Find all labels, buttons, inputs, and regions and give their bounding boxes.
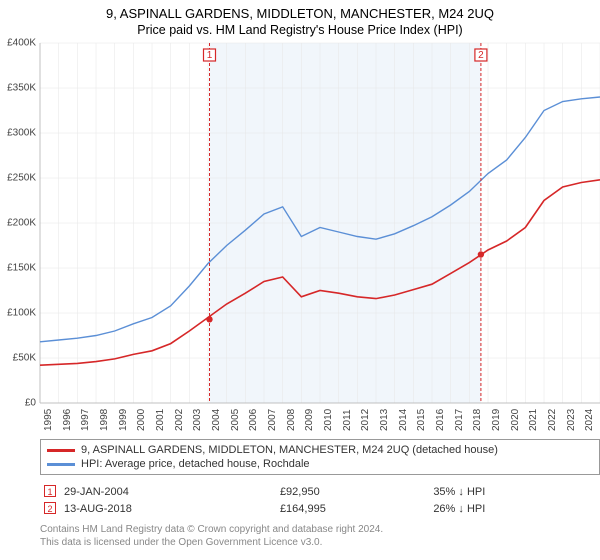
legend-row: 9, ASPINALL GARDENS, MIDDLETON, MANCHEST… [47,443,593,457]
y-tick-label: £300K [7,128,36,139]
table-row: 2 13-AUG-2018 £164,995 26% ↓ HPI [40,500,600,517]
x-tick-label: 2012 [360,409,371,431]
legend-label: HPI: Average price, detached house, Roch… [81,458,310,470]
txn-date: 29-JAN-2004 [60,483,276,500]
x-tick-label: 2022 [547,409,558,431]
txn-price: £164,995 [276,500,429,517]
y-tick-label: £0 [25,398,36,409]
x-tick-label: 1995 [43,409,54,431]
plot-area: £0£50K£100K£150K£200K£250K£300K£350K£400… [40,43,600,403]
x-tick-label: 2006 [248,409,259,431]
txn-delta: 26% ↓ HPI [429,500,600,517]
x-tick-label: 2018 [472,409,483,431]
table-row: 1 29-JAN-2004 £92,950 35% ↓ HPI [40,483,600,500]
y-tick-label: £150K [7,263,36,274]
x-tick-label: 2009 [304,409,315,431]
x-tick-label: 1999 [118,409,129,431]
legend-row: HPI: Average price, detached house, Roch… [47,457,593,471]
x-tick-label: 2008 [286,409,297,431]
x-tick-label: 2013 [379,409,390,431]
x-tick-label: 2024 [584,409,595,431]
txn-marker-icon: 2 [44,502,56,514]
x-tick-label: 2019 [491,409,502,431]
txn-marker-icon: 1 [44,485,56,497]
chart-title: 9, ASPINALL GARDENS, MIDDLETON, MANCHEST… [0,0,600,21]
x-tick-label: 1996 [62,409,73,431]
legend-swatch [47,449,75,452]
svg-text:2: 2 [478,50,484,61]
x-tick-label: 2021 [528,409,539,431]
x-tick-label: 2002 [174,409,185,431]
x-tick-label: 1998 [99,409,110,431]
chart-container: 9, ASPINALL GARDENS, MIDDLETON, MANCHEST… [0,0,600,549]
svg-text:1: 1 [207,50,213,61]
plot-svg: 12 [40,43,600,403]
y-tick-label: £100K [7,308,36,319]
y-tick-label: £250K [7,173,36,184]
x-tick-label: 2016 [435,409,446,431]
txn-delta: 35% ↓ HPI [429,483,600,500]
x-tick-label: 2001 [155,409,166,431]
x-tick-label: 2007 [267,409,278,431]
y-axis: £0£50K£100K£150K£200K£250K£300K£350K£400… [0,43,40,403]
x-tick-label: 1997 [80,409,91,431]
x-tick-label: 2015 [416,409,427,431]
footnote-line: This data is licensed under the Open Gov… [40,536,600,549]
x-axis: 1995 1996 1997 1998 1999 2000 2001 2002 2003 2004… [40,403,600,433]
transaction-table: 1 29-JAN-2004 £92,950 35% ↓ HPI 2 13-AUG… [40,483,600,517]
x-tick-label: 2000 [136,409,147,431]
x-tick-label: 2023 [566,409,577,431]
footnote: Contains HM Land Registry data © Crown c… [40,517,600,549]
y-tick-label: £200K [7,218,36,229]
x-tick-label: 2003 [192,409,203,431]
y-tick-label: £350K [7,83,36,94]
x-tick-label: 2020 [510,409,521,431]
y-tick-label: £400K [7,38,36,49]
x-tick-label: 2017 [454,409,465,431]
below-chart: 9, ASPINALL GARDENS, MIDDLETON, MANCHEST… [40,439,600,549]
x-tick-label: 2010 [323,409,334,431]
footnote-line: Contains HM Land Registry data © Crown c… [40,523,600,536]
legend-label: 9, ASPINALL GARDENS, MIDDLETON, MANCHEST… [81,444,498,456]
txn-price: £92,950 [276,483,429,500]
legend-box: 9, ASPINALL GARDENS, MIDDLETON, MANCHEST… [40,439,600,475]
x-tick-label: 2014 [398,409,409,431]
x-tick-label: 2005 [230,409,241,431]
txn-date: 13-AUG-2018 [60,500,276,517]
chart-subtitle: Price paid vs. HM Land Registry's House … [0,21,600,43]
legend-swatch [47,463,75,466]
x-tick-label: 2004 [211,409,222,431]
y-tick-label: £50K [13,353,36,364]
x-tick-label: 2011 [342,409,353,431]
